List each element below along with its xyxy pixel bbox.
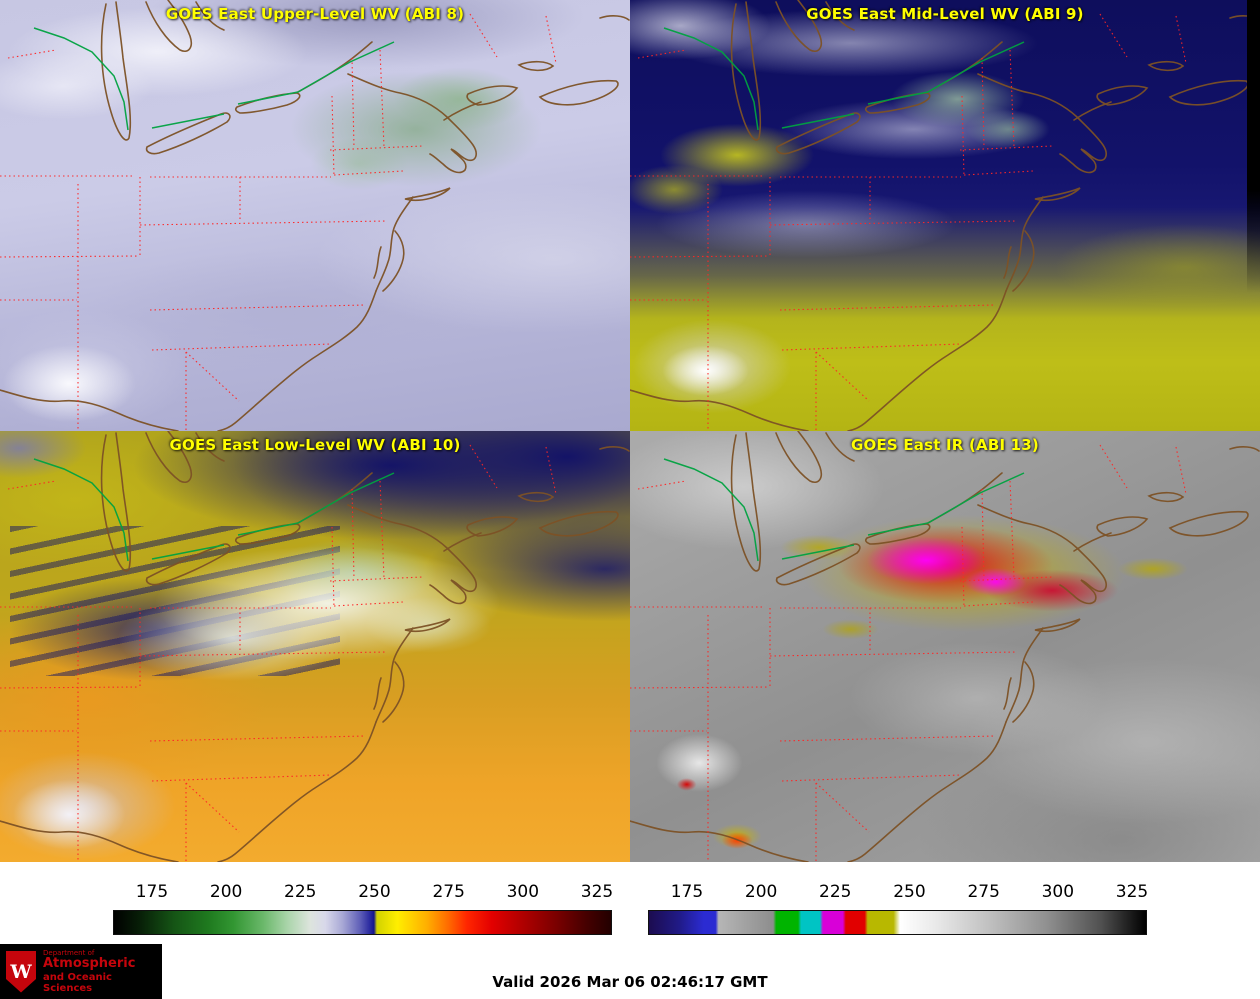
colorbar-tick-label: 250 (358, 882, 391, 902)
map-boundaries-overlay (0, 431, 630, 862)
colorbar-tick-label: 325 (1115, 882, 1149, 902)
logo-oceanic-line: and Oceanic Sciences (43, 971, 112, 995)
panel-low-level-wv: GOES East Low-Level WV (ABI 10) (0, 431, 630, 862)
uw-aos-logo: W Department of Atmospheric and Oceanic … (0, 944, 162, 999)
map-boundaries-overlay (630, 0, 1260, 431)
colorbar-tick-label: 275 (432, 882, 465, 902)
panel-title-upper-wv: GOES East Upper-Level WV (ABI 8) (165, 5, 465, 23)
colorbar-tick-label: 325 (580, 882, 614, 902)
panel-title-mid-wv: GOES East Mid-Level WV (ABI 9) (806, 5, 1084, 23)
satellite-image-mid-wv (630, 0, 1260, 431)
colorbar-row: 175 200 225 250 275 300 325 175 200 225 … (0, 862, 1260, 942)
satellite-image-low-wv (0, 431, 630, 862)
logo-dept-line: Department of (43, 948, 95, 957)
scan-edge-black-strip (1247, 0, 1260, 431)
ir-colorbar-ticks: 175 200 225 250 275 300 325 (648, 882, 1149, 904)
panel-ir: GOES East IR (ABI 13) (630, 431, 1260, 862)
colorbar-tick-label: 200 (209, 882, 243, 902)
wv-colorbar: 175 200 225 250 275 300 325 (0, 862, 630, 942)
colorbar-tick-label: 200 (744, 882, 778, 902)
valid-time-label: Valid 2026 Mar 06 02:46:17 GMT (492, 973, 768, 991)
logo-atmospheric-line: Atmospheric (43, 955, 136, 971)
wv-colorbar-ticks: 175 200 225 250 275 300 325 (113, 882, 614, 904)
map-boundaries-overlay (630, 431, 1260, 862)
panel-mid-level-wv: GOES East Mid-Level WV (ABI 9) (630, 0, 1260, 431)
colorbar-tick-label: 300 (506, 882, 540, 902)
colorbar-tick-label: 300 (1041, 882, 1075, 902)
ir-colorbar-gradient (648, 910, 1147, 935)
panel-upper-level-wv: GOES East Upper-Level WV (ABI 8) (0, 0, 630, 431)
footer: W Department of Atmospheric and Oceanic … (0, 942, 1260, 999)
colorbar-tick-label: 250 (893, 882, 926, 902)
panel-title-ir: GOES East IR (ABI 13) (850, 436, 1039, 454)
satellite-panel-grid: GOES East Upper-Level WV (ABI 8) GOES Ea… (0, 0, 1260, 862)
ir-colorbar: 175 200 225 250 275 300 325 (630, 862, 1260, 942)
wv-colorbar-gradient (113, 910, 612, 935)
colorbar-tick-label: 175 (135, 882, 169, 902)
colorbar-tick-label: 175 (670, 882, 704, 902)
colorbar-tick-label: 275 (967, 882, 1000, 902)
satellite-image-ir (630, 431, 1260, 862)
map-boundaries-overlay (0, 0, 630, 431)
panel-title-low-wv: GOES East Low-Level WV (ABI 10) (169, 436, 461, 454)
colorbar-tick-label: 225 (284, 882, 317, 902)
colorbar-tick-label: 225 (819, 882, 852, 902)
satellite-image-upper-wv (0, 0, 630, 431)
logo-text-block: Department of Atmospheric and Oceanic Sc… (43, 949, 156, 995)
